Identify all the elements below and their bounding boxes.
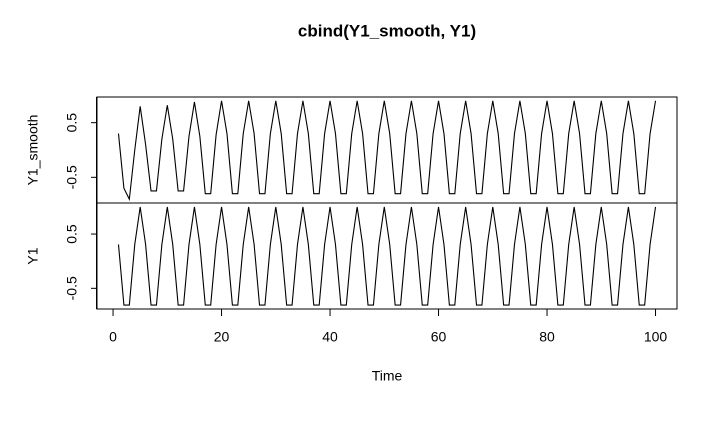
x-axis-label: Time <box>372 368 403 384</box>
y-tick-label: 0.5 <box>64 113 80 133</box>
x-tick-label: 40 <box>322 329 338 345</box>
x-tick-label: 0 <box>109 329 117 345</box>
x-tick-label: 100 <box>644 329 668 345</box>
x-tick-label: 80 <box>539 329 555 345</box>
series-line <box>117 100 657 202</box>
x-tick-label: 60 <box>431 329 447 345</box>
chart-title: cbind(Y1_smooth, Y1) <box>298 21 476 40</box>
series-line <box>117 206 657 306</box>
y-tick-label: 0.5 <box>64 224 80 244</box>
y-axis-label: Y1_smooth <box>25 115 41 186</box>
y-tick-label: -0.5 <box>64 165 80 189</box>
y-axis-label: Y1 <box>25 247 41 264</box>
x-tick-label: 20 <box>214 329 230 345</box>
y-tick-label: -0.5 <box>64 276 80 300</box>
